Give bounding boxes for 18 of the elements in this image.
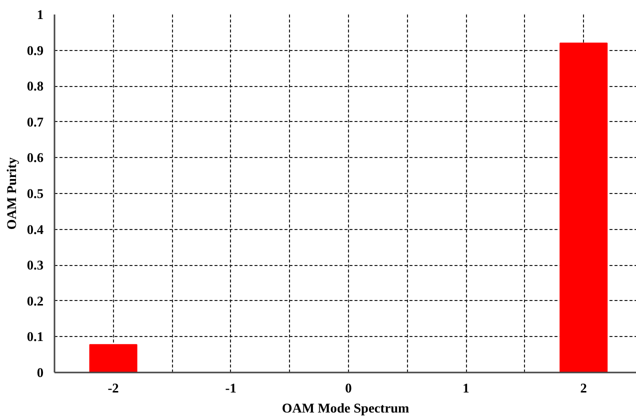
y-tick-label: 0.3: [26, 258, 44, 273]
y-tick-label: 0.8: [26, 78, 44, 94]
y-tick-label: 0.1: [26, 329, 44, 344]
x-tick-label: 0: [345, 380, 352, 396]
y-tick-label: 0.6: [26, 150, 44, 166]
x-tick-label: -1: [225, 380, 236, 396]
y-axis-title: OAM Purity: [4, 157, 19, 230]
y-tick-label: 0.7: [26, 114, 44, 130]
y-tick-label: 0.4: [26, 222, 44, 237]
x-tick-label: 1: [462, 380, 470, 396]
y-tick-label: 0.5: [26, 186, 44, 201]
x-tick-label: -2: [108, 380, 120, 396]
y-tick-label: 0.2: [26, 293, 44, 308]
y-tick-label: 0: [36, 365, 44, 380]
y-tick-label: 0.9: [26, 42, 44, 58]
x-axis-title: OAM Mode Spectrum: [282, 400, 410, 416]
x-tick-label: 2: [580, 380, 588, 396]
y-tick-label: 1: [36, 7, 44, 22]
